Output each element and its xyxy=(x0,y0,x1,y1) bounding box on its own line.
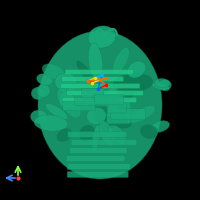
Ellipse shape xyxy=(84,87,96,107)
Ellipse shape xyxy=(127,61,146,78)
Ellipse shape xyxy=(88,26,116,48)
Ellipse shape xyxy=(107,92,121,117)
Ellipse shape xyxy=(77,61,95,85)
Ellipse shape xyxy=(37,84,50,97)
FancyBboxPatch shape xyxy=(62,98,137,102)
Ellipse shape xyxy=(57,129,72,142)
FancyBboxPatch shape xyxy=(107,103,127,113)
Ellipse shape xyxy=(45,104,68,119)
FancyBboxPatch shape xyxy=(95,94,124,105)
Ellipse shape xyxy=(38,31,162,179)
FancyBboxPatch shape xyxy=(65,70,133,74)
FancyBboxPatch shape xyxy=(75,97,107,105)
Ellipse shape xyxy=(116,118,132,129)
FancyBboxPatch shape xyxy=(67,90,143,96)
FancyBboxPatch shape xyxy=(71,140,137,146)
Ellipse shape xyxy=(107,88,131,116)
Ellipse shape xyxy=(55,73,77,92)
Ellipse shape xyxy=(117,85,133,101)
Ellipse shape xyxy=(37,74,53,85)
Ellipse shape xyxy=(95,97,112,126)
Ellipse shape xyxy=(113,73,153,93)
Ellipse shape xyxy=(57,88,81,118)
FancyBboxPatch shape xyxy=(67,156,125,162)
Ellipse shape xyxy=(150,121,170,132)
Ellipse shape xyxy=(59,81,94,109)
Ellipse shape xyxy=(42,64,66,80)
Ellipse shape xyxy=(79,125,94,141)
Ellipse shape xyxy=(92,125,100,154)
FancyBboxPatch shape xyxy=(82,89,104,100)
Ellipse shape xyxy=(31,87,45,100)
FancyBboxPatch shape xyxy=(68,132,127,138)
Ellipse shape xyxy=(31,110,48,124)
Ellipse shape xyxy=(113,48,129,73)
FancyBboxPatch shape xyxy=(93,96,119,107)
FancyBboxPatch shape xyxy=(61,84,140,88)
FancyBboxPatch shape xyxy=(67,164,130,170)
FancyBboxPatch shape xyxy=(111,109,146,119)
Ellipse shape xyxy=(34,115,68,131)
Ellipse shape xyxy=(155,78,170,87)
Ellipse shape xyxy=(158,80,171,90)
FancyBboxPatch shape xyxy=(107,113,130,124)
Ellipse shape xyxy=(87,107,106,125)
Ellipse shape xyxy=(108,125,126,144)
Ellipse shape xyxy=(152,83,169,91)
Ellipse shape xyxy=(140,125,158,139)
Ellipse shape xyxy=(101,107,127,131)
FancyBboxPatch shape xyxy=(63,101,95,111)
Ellipse shape xyxy=(99,121,114,146)
FancyBboxPatch shape xyxy=(62,76,124,82)
FancyBboxPatch shape xyxy=(70,148,127,154)
Ellipse shape xyxy=(127,106,155,123)
FancyBboxPatch shape xyxy=(67,171,128,178)
Ellipse shape xyxy=(88,43,103,80)
